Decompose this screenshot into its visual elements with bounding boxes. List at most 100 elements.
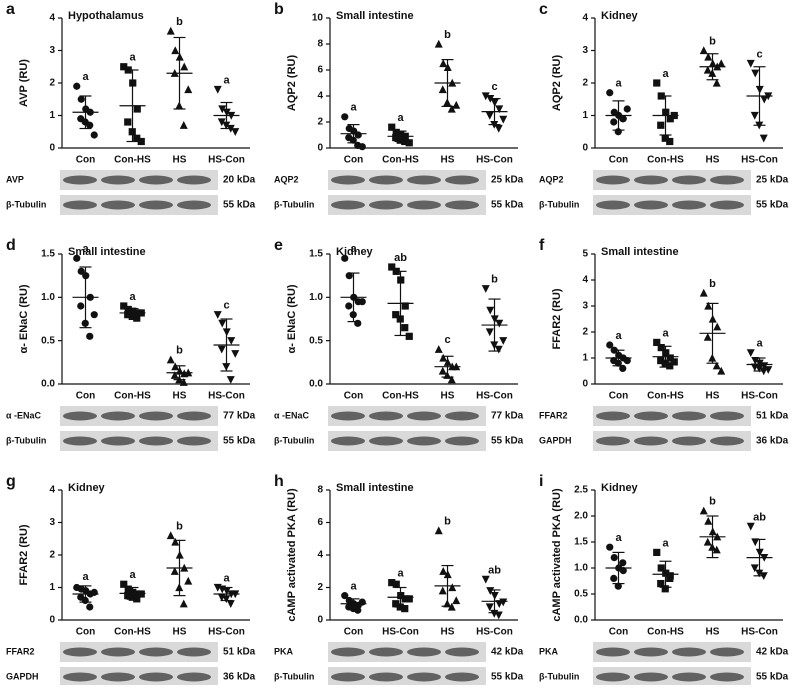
data-point: [666, 574, 674, 582]
significance-letter: a: [662, 537, 669, 549]
data-point: [231, 128, 240, 136]
blot-band: [101, 672, 135, 682]
data-point: [345, 272, 353, 280]
panel-title: Small intestine: [601, 246, 679, 258]
data-point: [73, 82, 81, 90]
data-point: [90, 311, 98, 319]
blot-band: [369, 647, 403, 657]
blot-band: [63, 411, 97, 421]
blot-band: [139, 411, 173, 421]
y-tick-label: 3: [582, 45, 588, 56]
data-point: [434, 526, 443, 535]
blot-size: 55 kDa: [491, 672, 524, 683]
data-point: [137, 590, 145, 598]
x-tick-label: Con-HS: [647, 391, 684, 402]
blot-label: α -ENaC: [274, 410, 310, 420]
data-point: [124, 311, 132, 319]
blot-band: [101, 436, 135, 446]
significance-letter: a: [82, 71, 89, 83]
x-tick-label: HS-Con: [208, 155, 245, 166]
data-point: [90, 131, 98, 139]
x-tick-label: HS: [706, 391, 720, 402]
y-tick-label: 0: [49, 143, 55, 154]
significance-letter: a: [82, 243, 89, 255]
data-point: [120, 302, 128, 310]
x-tick-label: Con: [344, 155, 363, 166]
blot-label: FFAR2: [6, 646, 35, 656]
significance-letter: a: [223, 74, 230, 86]
data-point: [666, 115, 674, 123]
significance-letter: b: [709, 278, 716, 290]
x-tick-label: HS-Con: [741, 155, 778, 166]
data-point: [184, 85, 193, 94]
data-point: [666, 354, 674, 362]
data-point: [388, 123, 396, 131]
blot-band: [634, 672, 668, 682]
blot-size: 42 kDa: [491, 647, 524, 658]
x-tick-label: HS: [706, 155, 720, 166]
blot-label: FFAR2: [539, 410, 568, 420]
x-tick-label: HS: [441, 627, 455, 638]
x-tick-label: Con: [344, 627, 363, 638]
data-point: [434, 345, 443, 353]
blot-label: GAPDH: [539, 435, 572, 445]
significance-letter: ab: [488, 564, 501, 576]
data-point: [213, 85, 222, 94]
blot-band: [672, 175, 706, 185]
blot-band: [672, 411, 706, 421]
blot-band: [139, 200, 173, 210]
data-point: [217, 345, 226, 354]
significance-letter: b: [709, 35, 716, 47]
blot-band: [710, 436, 744, 446]
y-tick-label: 2: [49, 550, 55, 561]
blot-band: [672, 672, 706, 682]
data-point: [485, 603, 494, 612]
significance-letter: b: [176, 345, 183, 357]
data-point: [703, 333, 712, 341]
y-axis-label: cAMP activated PKA (RU): [551, 488, 563, 622]
y-tick-label: 6: [317, 517, 323, 528]
y-axis-label: α- ENaC (RU): [286, 284, 298, 353]
data-point: [619, 115, 627, 123]
significance-letter: a: [350, 581, 357, 593]
blot-band: [672, 436, 706, 446]
data-point: [133, 105, 141, 113]
data-point: [657, 564, 665, 572]
data-point: [717, 366, 726, 375]
data-point: [499, 598, 508, 607]
data-point: [133, 314, 141, 322]
blot-band: [177, 436, 211, 446]
blot-label: β-Tubulin: [539, 199, 579, 209]
data-point: [657, 344, 665, 352]
x-tick-label: Con: [344, 391, 363, 402]
y-tick-label: 8: [317, 485, 323, 496]
blot-label: β-Tubulin: [274, 199, 314, 209]
y-axis-label: FFAR2 (RU): [551, 288, 563, 349]
data-point: [670, 358, 678, 366]
x-tick-label: Con-HS: [382, 155, 419, 166]
x-tick-label: HS-Con: [208, 391, 245, 402]
panel-title: Kidney: [601, 10, 639, 22]
data-point: [341, 113, 349, 121]
blot-band: [710, 672, 744, 682]
y-tick-label: 1.0: [309, 292, 323, 303]
x-tick-label: HS: [173, 391, 187, 402]
data-point: [657, 121, 665, 129]
data-point: [345, 302, 353, 310]
panel-letter: a: [6, 1, 15, 18]
data-point: [764, 366, 773, 374]
data-point: [481, 285, 490, 293]
data-point: [452, 100, 461, 109]
data-point: [619, 559, 627, 567]
blot-size: 55 kDa: [756, 200, 789, 211]
blot-label: β-Tubulin: [6, 199, 46, 209]
blot-label: α -ENaC: [6, 410, 42, 420]
y-tick-label: 4: [49, 485, 55, 496]
data-point: [746, 349, 755, 357]
data-point: [226, 600, 235, 608]
y-tick-label: 2: [317, 117, 323, 128]
x-tick-label: HS: [706, 627, 720, 638]
x-tick-label: Con-HS: [114, 155, 151, 166]
blot-band: [369, 436, 403, 446]
blot-size: 20 kDa: [223, 175, 256, 186]
